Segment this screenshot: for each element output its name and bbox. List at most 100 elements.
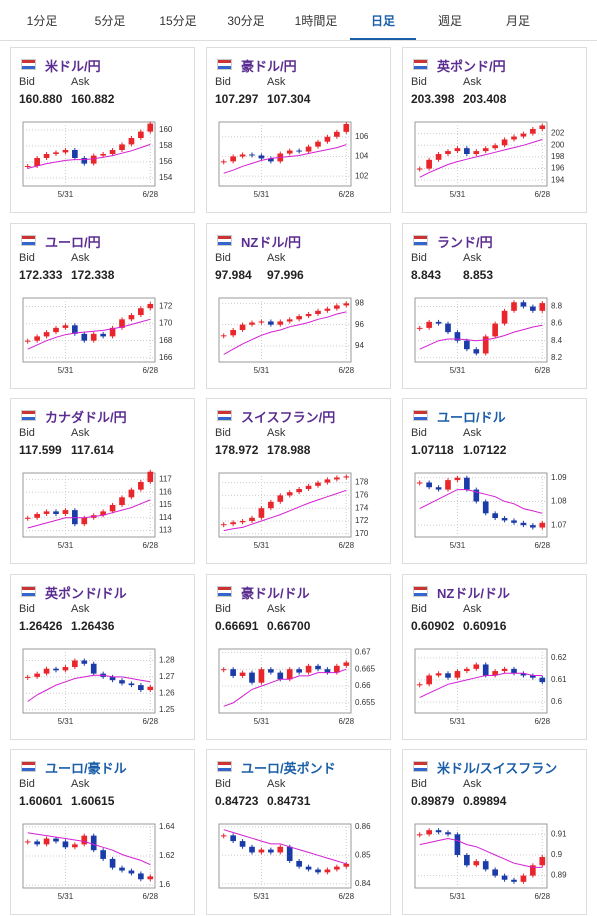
tab[interactable]: 15分足 (159, 14, 197, 28)
pair-title[interactable]: NZドル/ドル (437, 585, 510, 601)
tab[interactable]: 月足 (505, 14, 530, 28)
x-tick-label: 5/31 (254, 892, 270, 901)
candle (473, 348, 480, 353)
pair-title[interactable]: 米ドル/円 (45, 59, 101, 74)
pair-title[interactable]: 豪ドル/円 (241, 59, 297, 74)
mini-chart[interactable]: 113 114 115 116 117 5/31 6/28 (11, 399, 194, 563)
tab[interactable]: 1分足 (26, 14, 58, 28)
moving-average (419, 139, 543, 178)
ask-value: 97.996 (267, 267, 304, 282)
ask-value: 8.853 (463, 267, 494, 282)
pair-title[interactable]: 豪ドル/ドル (241, 585, 310, 601)
mini-chart[interactable]: 170 172 174 176 178 5/31 6/28 (207, 399, 390, 563)
bid-label: Bid (19, 602, 35, 615)
ask-value: 178.988 (267, 443, 311, 457)
candle (43, 838, 50, 845)
pair-title[interactable]: カナダドル/円 (45, 410, 127, 425)
candle (24, 517, 31, 519)
pair-title[interactable]: ユーロ/豪ドル (45, 761, 127, 776)
pair-title[interactable]: ユーロ/ドル (437, 410, 506, 425)
pair-title[interactable]: スイスフラン/円 (241, 410, 336, 425)
candle (249, 846, 255, 853)
pair-title[interactable]: ランド/円 (437, 234, 493, 250)
y-tick-label: 0.66 (355, 681, 371, 690)
pair-title[interactable]: 米ドル/スイスフラン (437, 761, 558, 776)
y-tick-label: 196 (551, 164, 565, 173)
y-tick-label: 0.9 (551, 850, 563, 859)
candle (511, 879, 517, 882)
pair-title[interactable]: ユーロ/円 (45, 234, 101, 250)
y-tick-label: 104 (355, 152, 369, 161)
candle (315, 869, 321, 873)
tab[interactable]: 1時間足 (294, 14, 338, 28)
mini-chart[interactable]: 0.84 0.85 0.86 5/31 6/28 (207, 750, 390, 914)
x-tick-label: 6/28 (142, 190, 158, 199)
x-tick-label: 5/31 (58, 190, 74, 199)
candle (501, 875, 508, 880)
pair-title[interactable]: NZドル/円 (241, 234, 301, 250)
ask-value: 107.304 (267, 92, 311, 106)
tab[interactable]: 日足 (350, 0, 416, 40)
candle (72, 844, 78, 848)
candle (334, 665, 340, 673)
y-tick-label: 176 (355, 491, 369, 500)
y-tick-label: 0.62 (551, 652, 567, 661)
mini-chart[interactable]: 0.89 0.9 0.91 5/31 6/28 (403, 750, 586, 914)
candle (334, 866, 340, 870)
plot-frame (22, 121, 156, 187)
candle (511, 136, 517, 140)
pair-title[interactable]: ユーロ/英ポンド (241, 761, 336, 776)
bid-label: Bid (19, 778, 35, 790)
ask-label: Ask (71, 778, 90, 790)
tab[interactable]: 5分足 (94, 14, 126, 28)
candle (315, 482, 321, 486)
candle (296, 315, 302, 319)
candle (324, 479, 331, 483)
candle (426, 159, 432, 169)
mini-chart[interactable]: 1.6 1.62 1.64 5/31 6/28 (11, 750, 194, 914)
mini-chart[interactable]: 0.6 0.61 0.62 5/31 6/28 (403, 575, 586, 739)
candle (501, 518, 508, 521)
mini-chart[interactable]: 8.2 8.4 8.6 8.8 5/31 6/28 (403, 224, 586, 388)
candle (511, 301, 517, 311)
candle (435, 830, 442, 833)
mini-chart[interactable]: 1.25 1.26 1.27 1.28 5/31 6/28 (11, 575, 194, 739)
mini-chart[interactable]: 94 96 98 5/31 6/28 (207, 224, 390, 388)
y-tick-label: 8.2 (551, 352, 563, 361)
candle (239, 154, 246, 157)
mini-chart[interactable]: 194 196 198 200 202 5/31 6/28 (403, 48, 586, 212)
candle (520, 133, 527, 137)
ask-label: Ask (463, 778, 482, 790)
mini-chart[interactable]: 154 156 158 160 5/31 6/28 (11, 48, 194, 212)
candle (473, 861, 480, 866)
candle (138, 873, 144, 880)
y-tick-label: 0.6 (551, 697, 563, 706)
bid-value: 178.972 (215, 443, 259, 457)
timeframe-tabs: 1分足 5分足 15分足 30分足 1時間足 日足 週足 月足 (0, 0, 597, 41)
flag-icon (21, 585, 36, 597)
flag-icon (21, 59, 36, 70)
candle (109, 505, 116, 512)
pair-title[interactable]: 英ポンド/ドル (45, 585, 127, 601)
x-tick-label: 6/28 (534, 717, 550, 726)
candle (482, 335, 489, 353)
candle (435, 154, 442, 160)
x-tick-label: 6/28 (338, 190, 354, 199)
mini-chart[interactable]: 102 104 106 5/31 6/28 (207, 48, 390, 212)
bid-label: Bid (215, 602, 231, 615)
mini-chart[interactable]: 0.655 0.66 0.665 0.67 5/31 6/28 (207, 575, 390, 739)
mini-chart[interactable]: 166 168 170 172 5/31 6/28 (11, 224, 194, 388)
candle (220, 161, 227, 163)
pair-title[interactable]: 英ポンド/円 (437, 59, 506, 74)
bid-label: Bid (215, 76, 231, 88)
candle (445, 323, 451, 332)
mini-chart[interactable]: 1.07 1.08 1.09 5/31 6/28 (403, 399, 586, 563)
tab[interactable]: 30分足 (227, 14, 265, 28)
plot-frame (218, 297, 352, 362)
candle (268, 849, 274, 853)
y-tick-label: 1.28 (159, 655, 175, 664)
tab[interactable]: 週足 (437, 14, 462, 28)
ask-value: 1.26436 (71, 618, 115, 633)
x-tick-label: 5/31 (58, 541, 74, 550)
candle (109, 327, 116, 336)
